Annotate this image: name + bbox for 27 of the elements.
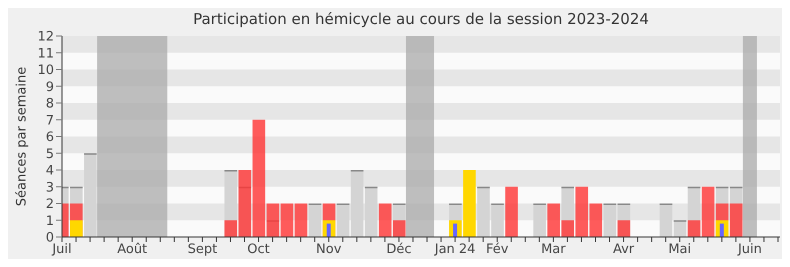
x-tick-label: Sept [188,242,218,258]
y-tick-label: 3 [46,180,54,196]
x-tick-label: Nov [316,242,342,258]
x-tick-label: Mai [668,242,692,258]
y-tick-label: 7 [46,113,54,128]
x-tick-label: Fév [486,242,509,258]
chart-title: Participation en hémicycle au cours de la session 2023-2024 [192,10,650,28]
y-tick-label: 9 [46,80,54,95]
x-tick-label: Août [117,242,148,258]
y-tick-label: 4 [46,164,54,179]
y-tick-label: 10 [37,63,54,78]
x-tick-label: Oct [247,242,270,258]
y-tick-label: 8 [46,96,54,112]
x-tick-label: Avr [612,242,635,258]
x-tick-label: Juin [736,242,762,258]
y-tick-label: 1 [46,214,54,229]
x-tick-label: Jan 24 [434,242,476,258]
y-tick-label: 0 [46,230,54,246]
y-tick-label: 12 [37,30,54,45]
y-tick-label: 6 [46,130,54,146]
x-tick-label: Juil [51,242,72,258]
x-tick-label: Mar [541,242,566,258]
y-tick-label: 5 [46,146,54,162]
x-tick-label: Déc [386,242,412,258]
y-tick-label: 11 [37,46,54,62]
y-axis-title: Séances par semaine [14,66,30,206]
y-tick-label: 2 [46,197,54,212]
